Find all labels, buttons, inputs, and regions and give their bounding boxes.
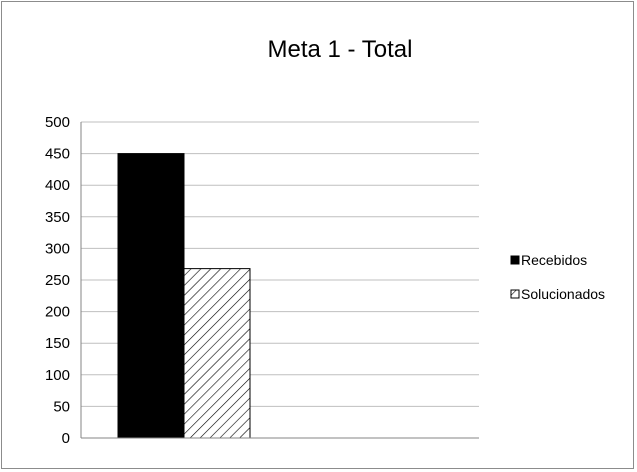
y-tick-label: 0: [62, 430, 70, 447]
legend-swatch-solucionados: [510, 289, 520, 299]
y-tick-label: 100: [45, 367, 70, 384]
y-tick-label: 450: [45, 146, 70, 163]
y-tick-label: 250: [45, 272, 70, 289]
y-tick-label: 350: [45, 209, 70, 226]
legend-label-recebidos: Recebidos: [521, 252, 587, 268]
y-tick-label: 400: [45, 177, 70, 194]
bar-solucionados: [183, 268, 251, 439]
y-tick-label: 300: [45, 240, 70, 257]
y-tick-label: 200: [45, 304, 70, 321]
legend-swatch-recebidos: [510, 255, 520, 265]
y-tick-label: 50: [53, 398, 70, 415]
bar-recebidos: [117, 153, 185, 439]
y-tick-label: 150: [45, 335, 70, 352]
legend-label-solucionados: Solucionados: [521, 286, 605, 302]
y-tick-label: 500: [45, 114, 70, 131]
bars: [117, 153, 251, 439]
legend: Recebidos Solucionados: [510, 252, 605, 302]
chart-title: Meta 1 - Total: [268, 36, 413, 63]
y-axis-tick-labels: 0 50 100 150 200 250 300 350 400 450 500: [45, 114, 70, 447]
